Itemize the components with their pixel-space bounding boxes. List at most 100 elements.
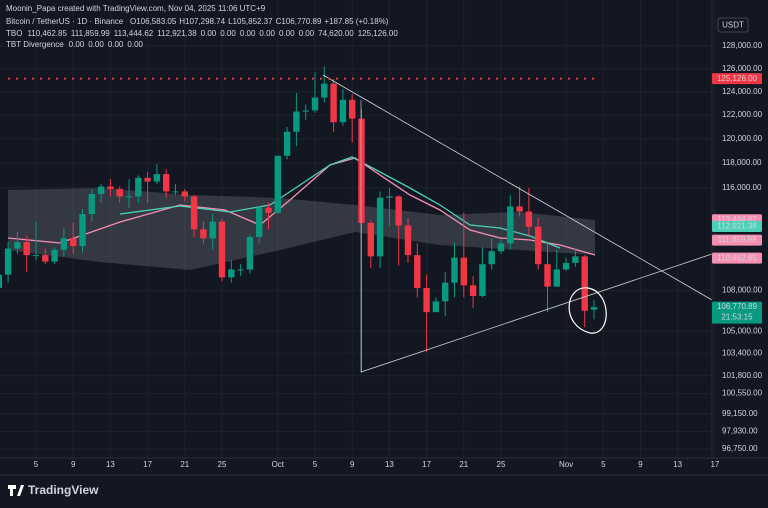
indicator-value: 0.00	[220, 29, 236, 38]
candle-body	[144, 177, 151, 182]
candle-body	[339, 99, 347, 123]
grid	[0, 0, 716, 458]
symbol: Bitcoin / TetherUS · 1D · Binance	[6, 17, 124, 26]
candle-body	[265, 207, 272, 213]
candle-body	[79, 214, 86, 246]
currency[interactable]: USDT	[722, 21, 744, 30]
ohlc-value: +187.85 (+0.18%)	[324, 17, 388, 26]
x-tick-label: 21	[459, 460, 468, 469]
indicator-value: 0.00	[259, 29, 275, 38]
y-tick-label: 101,800.00	[722, 371, 763, 380]
brand-logo	[8, 485, 24, 496]
ohlc-value: C106,770.89	[276, 17, 322, 26]
legend: Bitcoin / TetherUS · 1D · Binance O106,58…	[6, 17, 398, 49]
x-tick-label: 21	[180, 460, 189, 469]
currency-box[interactable]	[717, 17, 749, 33]
x-tick-label: 9	[350, 460, 355, 469]
candle-body	[386, 196, 393, 198]
candle-body	[507, 206, 514, 244]
candle-body	[0, 274, 2, 288]
candle-body	[42, 255, 49, 262]
candle-body	[330, 83, 337, 123]
candle-body	[88, 193, 95, 215]
average-line	[119, 156, 561, 249]
x-tick-label: 5	[601, 460, 606, 469]
candle-body	[163, 174, 170, 192]
drawings	[322, 74, 713, 373]
candle-body	[544, 264, 551, 287]
candle-body	[469, 285, 477, 296]
price-badge	[712, 220, 762, 232]
indicator-value: 125,126.00	[358, 29, 399, 38]
indicator-value: 0.00	[299, 29, 315, 38]
indicator-value: 112,921.38	[157, 29, 197, 38]
indicator-value: 0.00	[69, 40, 85, 49]
candle-body	[535, 226, 542, 265]
candle-body	[432, 301, 440, 313]
x-tick-label: 17	[422, 460, 431, 469]
indicator-value: 111,859.99	[71, 29, 110, 38]
candle-body	[172, 191, 179, 193]
candle-body	[442, 282, 449, 302]
x-tick-label: Nov	[559, 460, 573, 469]
indicator-value: 0.00	[240, 29, 256, 38]
candle-body	[274, 155, 281, 213]
candle-body	[367, 222, 374, 257]
candle-body	[479, 264, 486, 296]
cloud	[8, 188, 595, 270]
price-badge-label: 125,126.00	[717, 74, 758, 83]
candle-body	[525, 211, 533, 227]
axes: 128,000.00 126,000.00 124,000.00 122,000.00…	[34, 41, 763, 469]
candle-body	[153, 174, 161, 182]
indicator-value: 0.00	[127, 40, 143, 49]
candle-body	[497, 243, 505, 252]
candle-body	[246, 236, 254, 270]
candle-body	[256, 207, 263, 237]
ohlc-value: O106,583.05	[130, 17, 177, 26]
candle-body	[190, 196, 198, 230]
candle-body	[116, 188, 123, 197]
y-tick-label: 128,000.00	[722, 41, 763, 50]
price-badge-label: 111,859.99	[718, 235, 757, 244]
brand: TradingView	[28, 483, 99, 497]
countdown: 21:53:15	[721, 313, 753, 322]
candle-body	[590, 307, 598, 310]
candle-body	[451, 257, 458, 283]
candle-body	[581, 256, 588, 311]
candle-body	[135, 177, 142, 197]
candle-body	[23, 242, 30, 256]
candle-body	[376, 197, 384, 257]
candle-body	[311, 97, 319, 111]
x-tick-label: 13	[673, 460, 682, 469]
candle-body	[414, 255, 421, 288]
y-tick-label: 126,000.00	[722, 64, 763, 73]
candle-body	[237, 269, 244, 271]
indicator-value: 74,620.00	[318, 29, 354, 38]
highlight-circle	[568, 287, 607, 334]
candle-body	[209, 221, 216, 239]
y-tick-label: 120,000.00	[722, 134, 763, 143]
candle-body	[97, 186, 105, 194]
ohlc-value: H107,298.74	[179, 17, 225, 26]
price-badge	[712, 252, 762, 264]
y-tick-label: 99,150.00	[722, 409, 758, 418]
trend-line	[360, 253, 713, 373]
trend-line	[322, 74, 713, 301]
candle-body	[358, 118, 365, 223]
candle-body	[395, 196, 402, 226]
indicator-value: 0.00	[108, 40, 124, 49]
price-badge	[712, 234, 762, 246]
candle-body	[562, 262, 570, 270]
indicator-value: 0.00	[88, 40, 104, 49]
price-badge-label: 113,444.62	[717, 215, 757, 224]
indicator-value: 0.00	[279, 29, 295, 38]
candles	[0, 66, 598, 373]
candle-body	[293, 111, 300, 132]
x-tick-label: 17	[143, 460, 152, 469]
indicator-value: 0.00	[201, 29, 217, 38]
candle-body	[553, 269, 560, 287]
candle-body	[218, 221, 226, 278]
y-tick-label: 116,000.00	[722, 183, 762, 192]
candle-body	[516, 206, 523, 212]
